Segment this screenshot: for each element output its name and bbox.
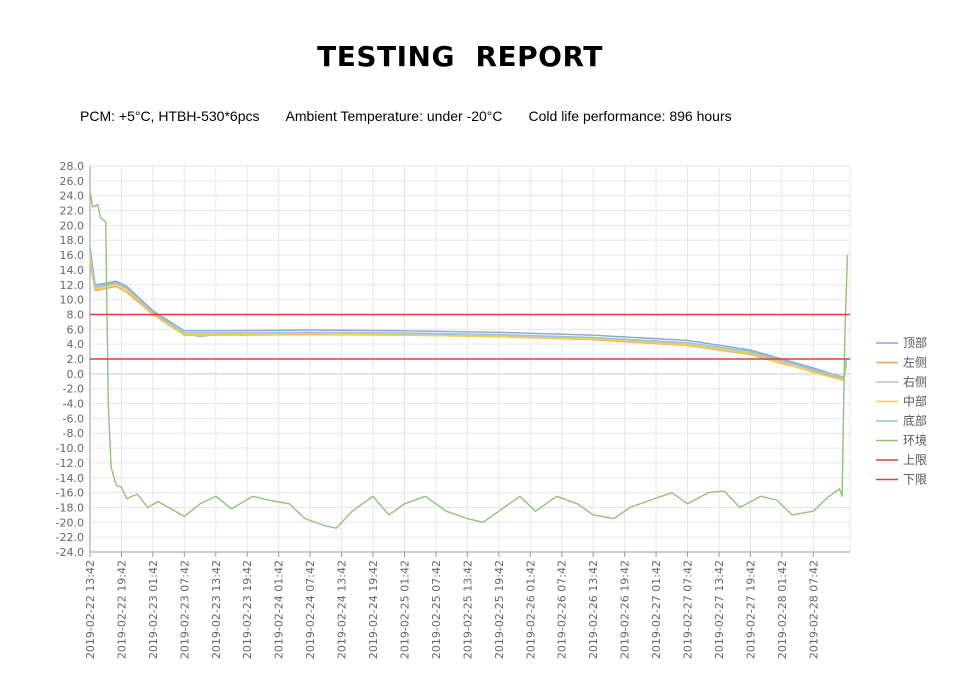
y-tick-label: -12.0: [56, 457, 84, 470]
y-tick-label: 16.0: [60, 249, 85, 262]
series-line: [89, 258, 847, 382]
y-tick-label: 14.0: [60, 264, 85, 277]
y-tick-label: 10.0: [60, 294, 85, 307]
y-tick-label: 0.0: [67, 368, 85, 381]
y-tick-label: -8.0: [63, 427, 84, 440]
x-tick-label: 2019-02-23 19:42: [241, 560, 254, 659]
y-tick-label: -10.0: [56, 442, 84, 455]
legend-label: 环境: [903, 433, 927, 448]
cold-life-info: Cold life performance: 896 hours: [528, 108, 732, 124]
y-tick-label: 18.0: [60, 234, 85, 247]
ambient-temperature-info: Ambient Temperature: under -20°C: [285, 108, 503, 124]
x-tick-label: 2019-02-25 19:42: [493, 560, 506, 659]
x-tick-label: 2019-02-24 07:42: [304, 560, 317, 659]
x-tick-label: 2019-02-27 01:42: [650, 560, 663, 659]
x-tick-label: 2019-02-24 13:42: [336, 560, 349, 659]
y-tick-label: 6.0: [67, 323, 85, 336]
report-info-line: PCM: +5°C, HTBH-530*6pcs Ambient Temperat…: [80, 108, 732, 124]
x-tick-label: 2019-02-24 19:42: [367, 560, 380, 659]
y-tick-label: 12.0: [60, 279, 85, 292]
y-tick-label: 26.0: [60, 175, 85, 188]
x-tick-label: 2019-02-23 01:42: [147, 560, 160, 659]
y-tick-label: -24.0: [56, 546, 84, 559]
x-tick-label: 2019-02-25 01:42: [398, 560, 411, 659]
y-tick-label: -14.0: [56, 472, 84, 485]
series-line: [89, 191, 849, 529]
legend-label: 右侧: [903, 374, 927, 389]
x-tick-label: 2019-02-26 13:42: [587, 560, 600, 659]
y-tick-label: -4.0: [63, 398, 84, 411]
series-line: [89, 251, 847, 378]
y-tick-label: -22.0: [56, 531, 84, 544]
legend-label: 底部: [903, 413, 927, 428]
series-line: [89, 247, 847, 379]
legend-label: 左侧: [903, 355, 927, 370]
y-tick-label: 8.0: [67, 308, 85, 321]
y-tick-label: 24.0: [60, 190, 85, 203]
x-tick-label: 2019-02-22 19:42: [115, 560, 128, 659]
legend-label: 上限: [903, 453, 927, 467]
x-tick-label: 2019-02-26 01:42: [524, 560, 537, 659]
legend-label: 中部: [903, 394, 927, 409]
y-tick-label: -18.0: [56, 501, 84, 514]
y-tick-label: -2.0: [63, 383, 84, 396]
series-line: [89, 262, 847, 381]
series-line: [89, 254, 847, 379]
y-tick-label: 2.0: [67, 353, 85, 366]
legend-label: 顶部: [903, 335, 927, 350]
pcm-info: PCM: +5°C, HTBH-530*6pcs: [80, 108, 260, 124]
report-title: TESTING REPORT: [317, 40, 603, 73]
y-tick-label: 22.0: [60, 205, 85, 218]
x-tick-label: 2019-02-26 19:42: [619, 560, 632, 659]
x-tick-label: 2019-02-25 13:42: [461, 560, 474, 659]
x-tick-label: 2019-02-27 13:42: [713, 560, 726, 659]
x-tick-label: 2019-02-24 01:42: [273, 560, 286, 659]
y-tick-label: -20.0: [56, 516, 84, 529]
x-tick-label: 2019-02-22 13:42: [84, 560, 97, 659]
x-tick-label: 2019-02-25 07:42: [430, 560, 443, 659]
x-tick-label: 2019-02-27 19:42: [744, 560, 757, 659]
y-tick-label: 28.0: [60, 160, 85, 173]
x-tick-label: 2019-02-23 07:42: [178, 560, 191, 659]
y-tick-label: -16.0: [56, 487, 84, 500]
y-tick-label: -6.0: [63, 412, 84, 425]
x-tick-label: 2019-02-26 07:42: [556, 560, 569, 659]
y-tick-label: 4.0: [67, 338, 85, 351]
y-tick-label: 20.0: [60, 219, 85, 232]
legend-label: 下限: [903, 473, 927, 487]
x-tick-label: 2019-02-28 07:42: [807, 560, 820, 659]
x-tick-label: 2019-02-23 13:42: [210, 560, 223, 659]
x-tick-label: 2019-02-27 07:42: [682, 560, 695, 659]
x-tick-label: 2019-02-28 01:42: [776, 560, 789, 659]
